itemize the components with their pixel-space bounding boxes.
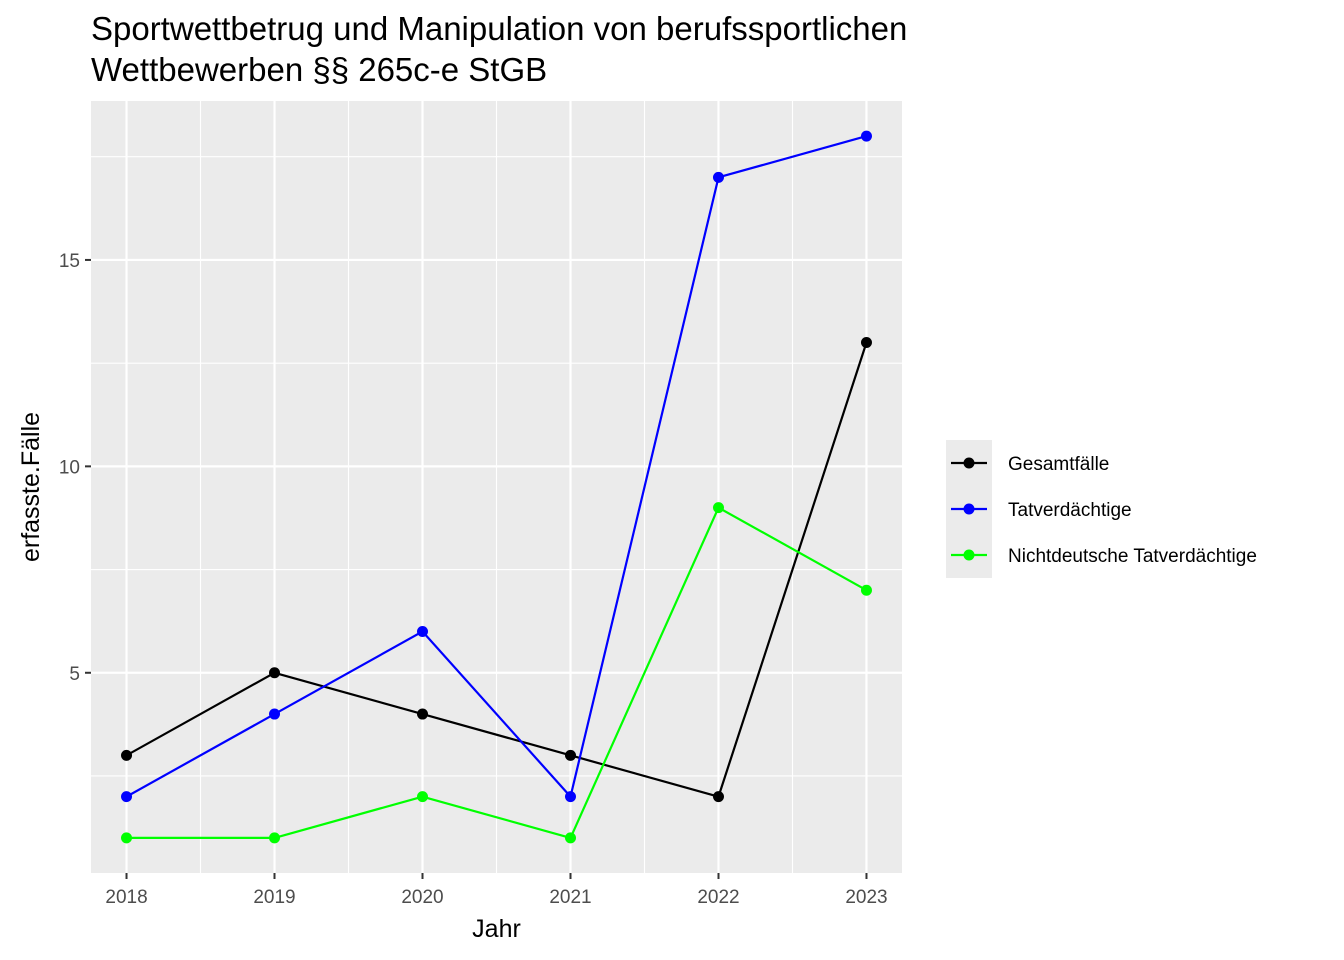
data-point-series-1 <box>269 667 281 679</box>
data-point-series-2 <box>417 625 429 637</box>
data-point-series-2 <box>712 171 724 183</box>
data-point-series-2 <box>121 791 133 803</box>
data-point-series-3 <box>269 832 281 844</box>
y-tick-label: 5 <box>69 664 80 685</box>
y-axis-title: erfasste.Fälle <box>17 412 45 562</box>
axis-ticks <box>85 258 868 879</box>
grid-major-lines <box>91 101 902 873</box>
data-point-series-2 <box>269 708 281 720</box>
data-point-series-3 <box>564 832 576 844</box>
chart-title-line-2: Wettbewerben §§ 265c-e StGB <box>91 51 547 88</box>
y-tick-label: 15 <box>59 251 80 272</box>
data-point-series-3 <box>121 832 133 844</box>
data-point-series-1 <box>121 749 133 761</box>
legend-label: Gesamtfälle <box>1008 454 1109 475</box>
series-line-3 <box>126 506 868 840</box>
legend: Gesamtfälle Tatverdächtige Nichtdeutsche T… <box>951 454 1257 567</box>
series-line-1 <box>125 342 868 798</box>
y-tick-label: 10 <box>59 457 80 478</box>
data-point-series-3 <box>860 584 872 596</box>
data-point-series-1 <box>712 791 724 803</box>
chart-title-line-1: Sportwettbetrug und Manipulation von ber… <box>91 10 907 47</box>
legend-key-point <box>963 503 975 515</box>
x-tick-label: 2023 <box>845 887 887 908</box>
x-tick-label: 2019 <box>253 887 295 908</box>
legend-label: Tatverdächtige <box>1008 500 1132 521</box>
data-point-series-2 <box>860 130 872 142</box>
x-tick-label: 2018 <box>105 887 147 908</box>
tick-labels: 2018 2019 2020 2021 2022 2023 5 10 15 <box>59 251 888 908</box>
data-point-series-1 <box>860 337 872 349</box>
x-tick-label: 2021 <box>549 887 591 908</box>
x-tick-label: 2020 <box>401 887 443 908</box>
grid-minor-lines <box>91 101 902 873</box>
data-point-series-1 <box>417 708 429 720</box>
series-line-2 <box>125 135 867 798</box>
legend-key-point <box>963 549 975 561</box>
legend-key-point <box>963 457 975 469</box>
legend-label: Nichtdeutsche Tatverdächtige <box>1008 546 1257 567</box>
data-point-series-1 <box>564 749 576 761</box>
data-point-series-3 <box>712 502 724 514</box>
series-layer <box>121 130 872 844</box>
x-tick-label: 2022 <box>697 887 739 908</box>
x-axis-title: Jahr <box>472 915 521 943</box>
data-point-series-3 <box>417 791 429 803</box>
data-point-series-2 <box>564 791 576 803</box>
